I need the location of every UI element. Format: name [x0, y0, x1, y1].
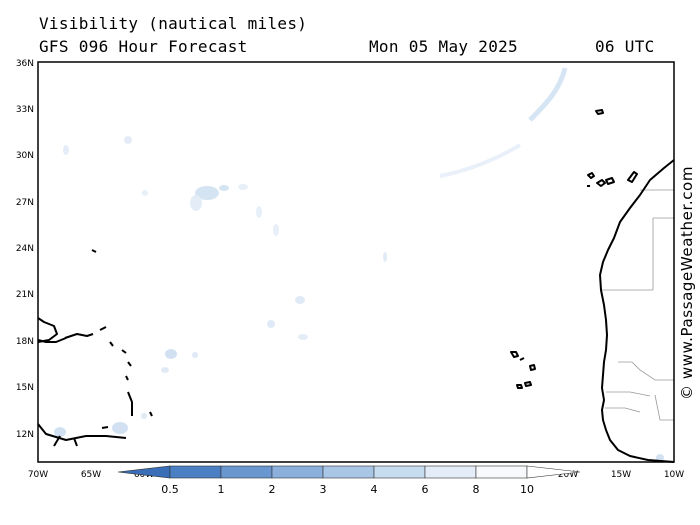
lon-label: 15W [611, 470, 631, 480]
colorbar-bin [169, 465, 222, 479]
colorbar-bin [475, 465, 528, 479]
map-title: Visibility (nautical miles) [39, 14, 308, 33]
colorbar-bin [424, 465, 477, 479]
lat-label: 27N [16, 198, 34, 208]
lat-label: 18N [16, 337, 34, 347]
colorbar-label: 4 [371, 483, 378, 496]
lat-label: 33N [16, 105, 34, 115]
forecast-date: Mon 05 May 2025 [369, 37, 518, 56]
forecast-model-label: GFS 096 Hour Forecast [39, 37, 248, 56]
colorbar-bin [373, 465, 426, 479]
latitude-axis: 36N 33N 30N 27N 24N 21N 18N 15N 12N [16, 59, 34, 440]
colorbar-label: 2 [269, 483, 276, 496]
lat-label: 36N [16, 59, 34, 69]
lat-label: 15N [16, 383, 34, 393]
colorbar-labels: 0.5 1 2 3 4 6 8 10 [161, 483, 534, 496]
colorbar-label: 6 [422, 483, 429, 496]
map-border [37, 61, 675, 463]
lat-label: 24N [16, 244, 34, 254]
coastlines [37, 109, 675, 463]
lon-label: 65W [81, 470, 101, 480]
colorbar [117, 465, 581, 479]
lat-label: 21N [16, 290, 34, 300]
forecast-time: 06 UTC [595, 37, 655, 56]
country-borders [600, 189, 674, 421]
map-frame [38, 62, 674, 462]
colorbar-label: 1 [218, 483, 225, 496]
colorbar-label: 3 [320, 483, 327, 496]
lat-label: 12N [16, 430, 34, 440]
lon-label: 70W [28, 470, 48, 480]
colorbar-bin [220, 465, 273, 479]
colorbar-label: 8 [473, 483, 480, 496]
colorbar-label: 0.5 [161, 483, 179, 496]
lat-label: 30N [16, 151, 34, 161]
visibility-patches [54, 67, 664, 462]
colorbar-label: 10 [520, 483, 534, 496]
colorbar-bin [322, 465, 375, 479]
colorbar-bin [271, 465, 324, 479]
colorbar-high-arrow [526, 465, 581, 479]
lon-label: 20W [558, 470, 578, 480]
lon-label: 10W [664, 470, 684, 480]
